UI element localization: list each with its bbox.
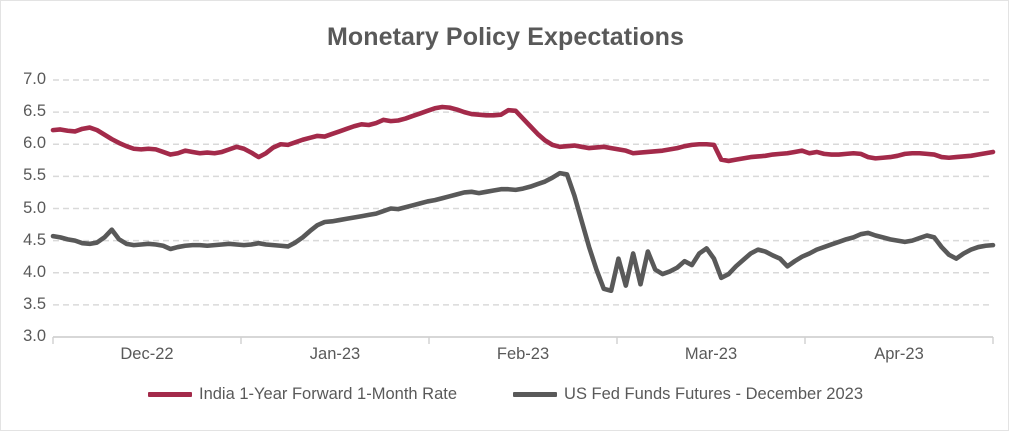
x-axis-tick-label: Dec-22 [120,345,174,363]
y-axis-tick-label: 4.5 [23,230,46,249]
x-axis-tick-label: Apr-23 [874,345,924,363]
chart-legend: India 1-Year Forward 1-Month Rate US Fed … [1,385,1008,404]
y-axis-tick-label: 7.0 [23,70,46,88]
legend-color-swatch [513,392,558,397]
series-lines [50,104,996,294]
y-axis-tick-label: 4.0 [23,262,46,281]
y-axis-tick-label: 6.0 [23,134,46,153]
x-axis-tick-label: Mar-23 [684,345,738,363]
axis-lines [52,336,994,344]
legend-item[interactable]: US Fed Funds Futures - December 2023 [513,385,863,404]
page-title: Monetary Policy Expectations [326,23,685,51]
series-line-us-fed [50,170,996,294]
legend-color-swatch [148,392,192,397]
x-axis-tick-label: Feb-23 [496,345,550,363]
legend-label: US Fed Funds Futures - December 2023 [564,385,863,403]
legend-item[interactable]: India 1-Year Forward 1-Month Rate [148,385,457,404]
y-axis-tick-label: 5.5 [23,166,46,185]
series-line-india [50,104,996,164]
y-axis-tick-label: 3.5 [23,294,46,313]
y-axis-tick-label: 5.0 [23,198,46,217]
legend-label: India 1-Year Forward 1-Month Rate [199,385,458,403]
y-axis-tick-label: 3.0 [23,327,46,345]
x-axis-tick-label: Jan-23 [309,345,361,363]
y-axis-tick-label: 6.5 [23,102,46,121]
